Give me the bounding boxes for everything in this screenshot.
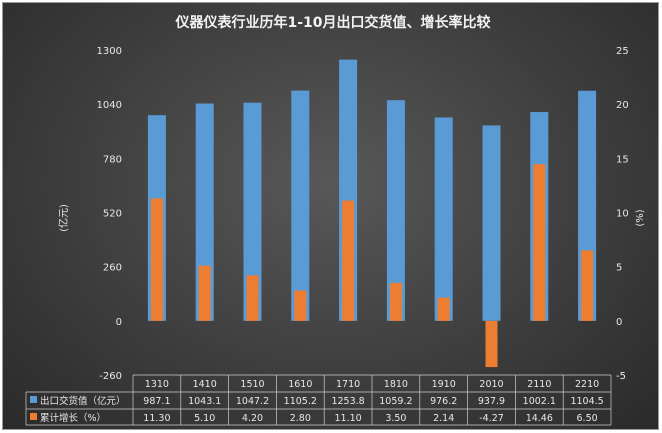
bar-growth-rate — [294, 290, 307, 321]
left-tick-label: 1040 — [97, 100, 122, 111]
left-tick-label: -260 — [99, 371, 122, 382]
left-tick-label: 780 — [103, 154, 122, 165]
right-tick-label: -5 — [616, 371, 626, 382]
category-label: 1910 — [432, 379, 456, 390]
right-tick-label: 25 — [616, 46, 629, 57]
growth-rate-cell: 6.50 — [577, 413, 598, 424]
category-label: 2010 — [479, 379, 503, 390]
right-tick-label: 0 — [616, 317, 622, 328]
category-label: 2110 — [527, 379, 551, 390]
left-tick-label: 260 — [103, 263, 122, 274]
export-value-cell: 937.9 — [478, 396, 505, 407]
growth-rate-cell: 5.10 — [194, 413, 215, 424]
axis-ticks: 1300 1040 780 520 260 0 -260 25 20 15 10 5 0 -5 — [97, 46, 629, 382]
left-tick-label: 1300 — [97, 46, 122, 57]
bar-growth-rate — [150, 198, 163, 321]
chart-svg: 仪器仪表行业历年1-10月出口交货值、增长率比较 (亿元) (%) 1300 10… — [25, 14, 646, 426]
right-tick-label: 15 — [616, 154, 629, 165]
category-label: 1410 — [193, 379, 217, 390]
category-label: 1710 — [336, 379, 360, 390]
right-tick-label: 10 — [616, 209, 629, 220]
growth-rate-cell: 4.20 — [242, 413, 263, 424]
bar-growth-rate — [437, 297, 450, 321]
export-value-cell: 976.2 — [430, 396, 457, 407]
legend-label-growth: 累计增长（%） — [40, 412, 106, 424]
category-label: 2210 — [575, 379, 599, 390]
export-value-cell: 1105.2 — [284, 396, 317, 407]
bar-growth-rate — [198, 265, 211, 321]
right-tick-label: 20 — [616, 100, 629, 111]
export-value-cell: 987.1 — [143, 396, 170, 407]
bar-growth-rate — [533, 164, 546, 321]
export-value-cell: 1104.5 — [570, 396, 603, 407]
category-label: 1310 — [145, 379, 169, 390]
bar-export-value — [243, 102, 262, 321]
bar-export-value — [291, 90, 310, 321]
left-tick-label: 520 — [103, 209, 122, 220]
chart-title: 仪器仪表行业历年1-10月出口交货值、增长率比较 — [174, 14, 490, 31]
export-value-cell: 1253.8 — [331, 396, 364, 407]
legend-swatch-growth — [30, 413, 37, 420]
bar-growth-rate — [485, 320, 498, 368]
export-value-cell: 1059.2 — [379, 396, 412, 407]
legend-swatch-export — [30, 396, 37, 403]
chart-bars — [147, 59, 597, 368]
export-value-cell: 1002.1 — [523, 396, 556, 407]
bar-export-value — [482, 125, 501, 321]
growth-rate-cell: 11.10 — [334, 413, 361, 424]
growth-rate-cell: 3.50 — [385, 413, 406, 424]
left-tick-label: 0 — [116, 317, 122, 328]
growth-rate-cell: 2.80 — [290, 413, 311, 424]
data-table: 1310 987.1 11.30 1410 1043.1 5.10 1510 1047.2 4.… — [25, 374, 612, 426]
right-axis-title: (%) — [635, 209, 646, 226]
bar-growth-rate — [389, 282, 402, 321]
bar-growth-rate — [246, 275, 259, 321]
category-label: 1810 — [384, 379, 408, 390]
bar-growth-rate — [342, 200, 355, 321]
bar-export-value — [434, 117, 453, 321]
growth-rate-cell: 2.14 — [433, 413, 454, 424]
left-axis-title: (亿元) — [57, 204, 70, 232]
growth-rate-cell: -4.27 — [479, 413, 504, 424]
legend-label-export: 出口交货值（亿元） — [40, 395, 126, 407]
export-value-cell: 1043.1 — [188, 396, 221, 407]
bar-export-value — [386, 100, 405, 321]
export-value-cell: 1047.2 — [236, 396, 269, 407]
bar-growth-rate — [581, 250, 594, 321]
right-tick-label: 5 — [616, 263, 622, 274]
category-label: 1510 — [240, 379, 264, 390]
growth-rate-cell: 11.30 — [143, 413, 170, 424]
growth-rate-cell: 14.46 — [526, 413, 553, 424]
category-label: 1610 — [288, 379, 312, 390]
